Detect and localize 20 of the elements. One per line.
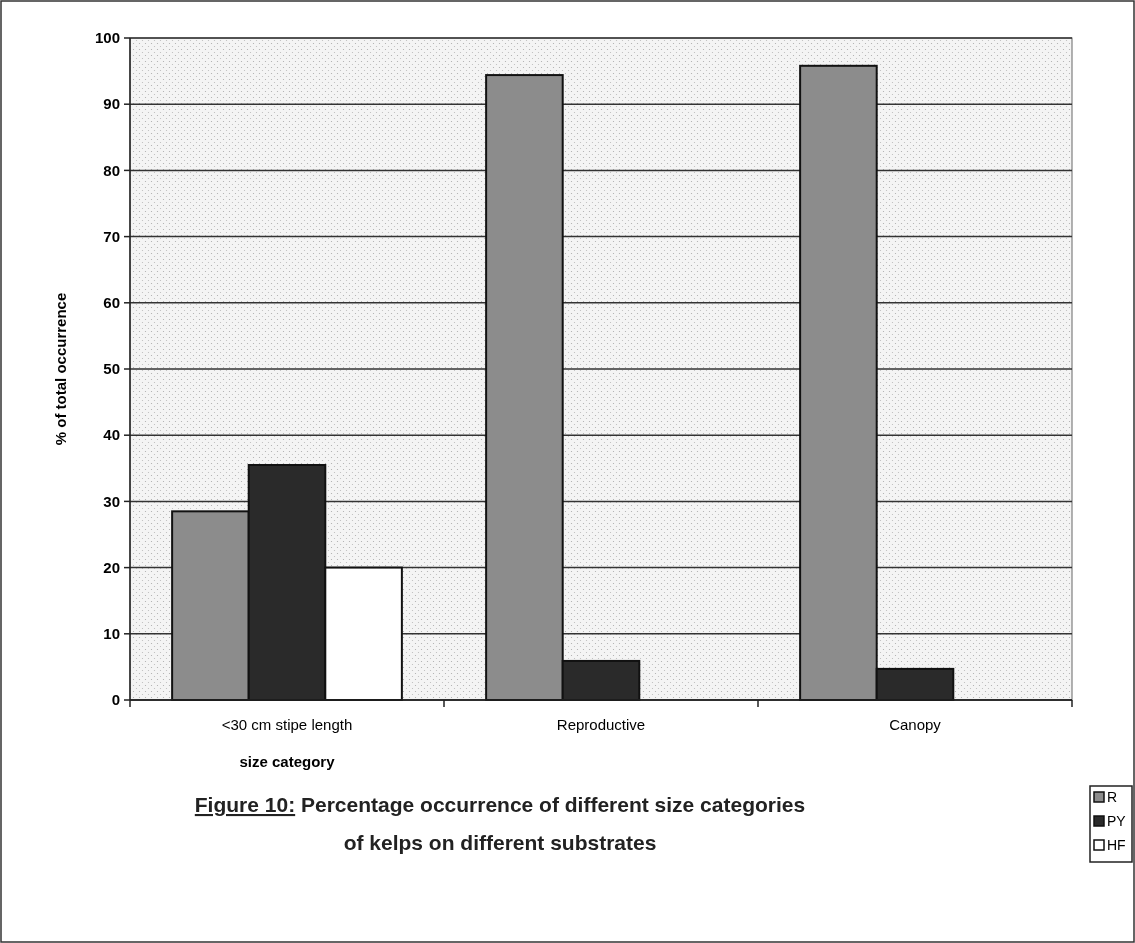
- y-tick-label: 50: [103, 360, 120, 378]
- x-tick-label: Reproductive: [556, 716, 646, 733]
- y-axis-title: % of total occurrence: [52, 292, 69, 446]
- y-tick-label: 0: [111, 691, 120, 709]
- y-tick-label: 40: [103, 426, 120, 444]
- text: Figure 10: Percentage occurrence of different size categories of kelps on different substrates: [194, 793, 806, 854]
- y-tick-label: 60: [103, 294, 120, 312]
- y-tick-label: 70: [103, 227, 120, 245]
- y-tick-label: 20: [103, 558, 120, 576]
- legend-label: HF: [1107, 836, 1126, 853]
- y-tick-label: 90: [103, 95, 120, 113]
- x-tick-label: Canopy: [889, 716, 942, 733]
- legend-label: PY: [1107, 812, 1127, 829]
- y-tick-label: 80: [103, 161, 120, 179]
- x-tick-label: <30 cm stipe length: [221, 716, 353, 733]
- legend-label: R: [1107, 788, 1118, 805]
- y-tick-label: 30: [103, 492, 120, 510]
- y-tick-label: 100: [94, 29, 120, 47]
- y-tick-label: 10: [103, 625, 120, 643]
- x-axis-title: size category: [239, 753, 336, 770]
